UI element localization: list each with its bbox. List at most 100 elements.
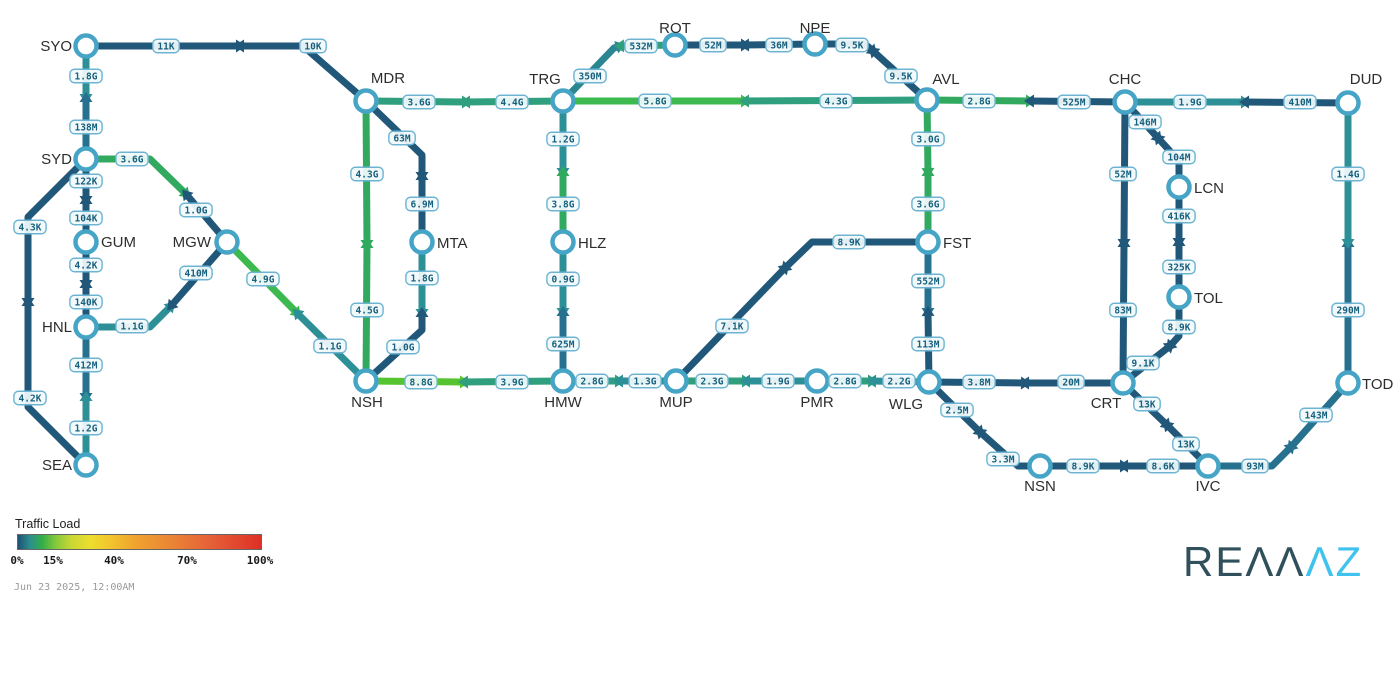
link-label-pill-625M[interactable] — [546, 336, 580, 352]
link-label-pill-2.8G[interactable] — [828, 373, 862, 389]
link-label-pill-4.3K[interactable] — [13, 219, 47, 235]
link-label-pill-1.1G[interactable] — [313, 338, 347, 354]
node-GUM[interactable] — [73, 229, 99, 255]
link-label-pill-3.9G[interactable] — [495, 374, 529, 390]
link-label-pill-9.5K[interactable] — [835, 37, 869, 53]
link-1.1G[interactable] — [86, 303, 174, 331]
link-label-pill-1.9G[interactable] — [761, 373, 795, 389]
link-8.9K[interactable] — [782, 238, 928, 271]
link-label-pill-552M[interactable] — [911, 273, 945, 289]
link-label-pill-8.6K[interactable] — [1146, 458, 1180, 474]
link-label-pill-4.4G[interactable] — [495, 94, 529, 110]
link-label-pill-4.5G[interactable] — [350, 302, 384, 318]
node-MUP[interactable] — [663, 368, 689, 394]
link-label-pill-104M[interactable] — [1162, 149, 1196, 165]
link-label-pill-2.3G[interactable] — [695, 373, 729, 389]
link-label-pill-4.3G[interactable] — [350, 166, 384, 182]
link-label-pill-10K[interactable] — [299, 38, 327, 54]
node-LCN[interactable] — [1166, 174, 1192, 200]
link-label-pill-4.2K[interactable] — [69, 257, 103, 273]
link-label-pill-113M[interactable] — [911, 336, 945, 352]
link-label-pill-3.6G[interactable] — [911, 196, 945, 212]
link-label-pill-0.9G[interactable] — [546, 271, 580, 287]
link-3.6G[interactable] — [86, 155, 189, 197]
link-label-pill-410M[interactable] — [1283, 94, 1317, 110]
link-63M[interactable] — [363, 98, 426, 176]
link-label-pill-3.8M[interactable] — [962, 374, 996, 390]
link-label-pill-2.8G[interactable] — [575, 373, 609, 389]
link-label-pill-11K[interactable] — [152, 38, 180, 54]
link-label-pill-9.1K[interactable] — [1126, 355, 1160, 371]
node-TOL[interactable] — [1166, 284, 1192, 310]
node-NPE[interactable] — [802, 31, 828, 57]
link-label-pill-1.2G[interactable] — [546, 131, 580, 147]
link-label-pill-8.9K[interactable] — [1066, 458, 1100, 474]
link-label-pill-1.0G[interactable] — [179, 202, 213, 218]
link-label-pill-83M[interactable] — [1109, 302, 1137, 318]
link-label-pill-4.2K[interactable] — [13, 390, 47, 406]
link-label-pill-36M[interactable] — [765, 37, 793, 53]
link-1.0G[interactable] — [363, 313, 426, 384]
link-label-pill-122K[interactable] — [69, 173, 103, 189]
link-label-pill-146M[interactable] — [1128, 114, 1162, 130]
link-label-pill-3.6G[interactable] — [402, 94, 436, 110]
link-label-pill-1.1G[interactable] — [115, 318, 149, 334]
link-label-pill-6.9M[interactable] — [405, 196, 439, 212]
link-label-pill-410M[interactable] — [179, 265, 213, 281]
link-label-pill-8.9K[interactable] — [1162, 319, 1196, 335]
link-label-pill-4.3G[interactable] — [819, 93, 853, 109]
link-4.2K[interactable] — [24, 302, 89, 468]
link-label-pill-525M[interactable] — [1057, 94, 1091, 110]
link-label-pill-1.4G[interactable] — [1331, 166, 1365, 182]
node-DUD[interactable] — [1335, 90, 1361, 116]
link-label-pill-1.3G[interactable] — [628, 373, 662, 389]
node-CHC[interactable] — [1112, 89, 1138, 115]
node-AVL[interactable] — [914, 87, 940, 113]
link-label-pill-2.8G[interactable] — [962, 93, 996, 109]
link-label-pill-8.9K[interactable] — [832, 234, 866, 250]
node-NSH[interactable] — [353, 368, 379, 394]
link-label-pill-104K[interactable] — [69, 210, 103, 226]
link-label-pill-350M[interactable] — [573, 68, 607, 84]
node-WLG[interactable] — [916, 369, 942, 395]
node-PMR[interactable] — [804, 368, 830, 394]
link-label-pill-1.9G[interactable] — [1173, 94, 1207, 110]
link-label-pill-3.0G[interactable] — [911, 131, 945, 147]
node-SEA[interactable] — [73, 452, 99, 478]
link-label-pill-20M[interactable] — [1057, 374, 1085, 390]
link-label-pill-8.8G[interactable] — [404, 374, 438, 390]
node-SYD[interactable] — [73, 146, 99, 172]
link-10K[interactable] — [240, 42, 369, 104]
link-label-pill-5.8G[interactable] — [638, 93, 672, 109]
node-ROT[interactable] — [662, 32, 688, 58]
link-label-pill-532M[interactable] — [624, 38, 658, 54]
link-label-pill-7.1K[interactable] — [715, 318, 749, 334]
link-label-pill-13K[interactable] — [1172, 436, 1200, 452]
link-label-pill-13K[interactable] — [1133, 396, 1161, 412]
link-label-pill-412M[interactable] — [69, 357, 103, 373]
link-label-pill-93M[interactable] — [1241, 458, 1269, 474]
link-label-pill-2.2G[interactable] — [882, 373, 916, 389]
link-label-pill-140K[interactable] — [69, 294, 103, 310]
link-label-pill-4.9G[interactable] — [246, 271, 280, 287]
link-label-pill-63M[interactable] — [388, 130, 416, 146]
link-label-pill-1.2G[interactable] — [69, 420, 103, 436]
link-label-pill-3.6G[interactable] — [115, 151, 149, 167]
node-TRG[interactable] — [550, 88, 576, 114]
link-label-pill-1.8G[interactable] — [69, 68, 103, 84]
node-FST[interactable] — [915, 229, 941, 255]
node-CRT[interactable] — [1110, 370, 1136, 396]
link-label-pill-52M[interactable] — [1109, 166, 1137, 182]
link-93M[interactable] — [1208, 444, 1294, 470]
node-MGW[interactable] — [214, 229, 240, 255]
link-4.3K[interactable] — [24, 156, 89, 302]
link-label-pill-1.8G[interactable] — [405, 270, 439, 286]
link-label-pill-1.0G[interactable] — [386, 339, 420, 355]
link-label-pill-138M[interactable] — [69, 119, 103, 135]
link-label-pill-2.5M[interactable] — [940, 402, 974, 418]
link-label-pill-3.3M[interactable] — [986, 451, 1020, 467]
link-label-pill-3.8G[interactable] — [546, 196, 580, 212]
node-HMW[interactable] — [550, 368, 576, 394]
link-label-pill-290M[interactable] — [1331, 302, 1365, 318]
node-NSN[interactable] — [1027, 453, 1053, 479]
